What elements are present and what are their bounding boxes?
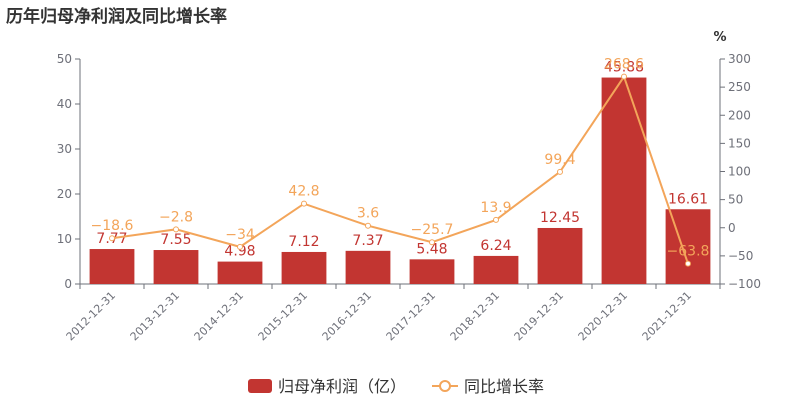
bar-data-label: 5.48 <box>416 241 447 257</box>
legend-bar-label: 归母净利润（亿） <box>278 377 406 396</box>
growth-point <box>301 200 307 207</box>
y-right-tick-label: 150 <box>728 136 751 150</box>
y-left-tick-label: 10 <box>57 232 72 246</box>
growth-data-label: 99.4 <box>544 152 575 168</box>
x-tick-label: 2018-12-31 <box>448 289 502 343</box>
bar-data-label: 4.98 <box>224 244 255 260</box>
bar-data-label: 12.45 <box>540 210 580 226</box>
y-right-tick-label: 100 <box>728 165 751 179</box>
bar <box>345 250 391 284</box>
chart-title: 历年归母净利润及同比增长率 <box>6 7 227 27</box>
y-left-tick-label: 50 <box>57 52 72 66</box>
bar <box>473 255 519 284</box>
growth-data-label: 42.8 <box>288 184 319 200</box>
x-tick-label: 2014-12-31 <box>192 289 246 343</box>
growth-data-label: −18.6 <box>91 218 134 234</box>
bar <box>217 261 263 284</box>
bar <box>153 250 199 284</box>
growth-data-label: −2.8 <box>159 209 193 225</box>
bar <box>537 227 583 284</box>
bar <box>89 249 135 284</box>
y-right-tick-label: 0 <box>728 221 736 235</box>
y-right-tick-label: 50 <box>728 193 743 207</box>
growth-point <box>429 239 435 246</box>
bar-data-label: 45.88 <box>604 60 644 76</box>
x-tick-label: 2016-12-31 <box>320 289 374 343</box>
x-tick-label: 2015-12-31 <box>256 289 310 343</box>
x-tick-label: 2013-12-31 <box>128 289 182 343</box>
growth-point <box>237 243 243 250</box>
y-right-tick-label: 250 <box>728 80 751 94</box>
y-right-tick-label: 300 <box>728 52 751 66</box>
growth-line <box>111 74 689 264</box>
bar-data-label: 16.61 <box>668 191 708 207</box>
bar-data-label: 7.55 <box>160 232 191 248</box>
y-left-tick-label: 40 <box>57 97 72 111</box>
growth-point <box>109 235 115 242</box>
y-right-tick-label: −100 <box>728 277 761 291</box>
growth-point <box>365 222 371 229</box>
growth-data-label: 268.6 <box>604 57 644 73</box>
bar-data-label: 7.12 <box>288 234 319 250</box>
growth-point <box>173 226 179 233</box>
y-right-tick-label: 200 <box>728 108 751 122</box>
x-tick-label: 2012-12-31 <box>64 289 118 343</box>
x-tick-label: 2019-12-31 <box>512 289 566 343</box>
y-left-tick-label: 20 <box>57 187 72 201</box>
bar-data-label: 7.37 <box>352 233 383 249</box>
x-tick-label: 2021-12-31 <box>640 289 694 343</box>
x-tick-label: 2017-12-31 <box>384 289 438 343</box>
y-left-tick-label: 0 <box>64 277 72 291</box>
y-right-tick-label: −50 <box>728 249 753 263</box>
growth-data-label: 3.6 <box>357 206 379 222</box>
bar <box>409 259 455 284</box>
growth-data-label: 13.9 <box>480 200 511 216</box>
legend-bar-swatch <box>248 379 272 393</box>
growth-point <box>493 216 499 223</box>
growth-data-label: −25.7 <box>411 222 454 238</box>
legend-line-label: 同比增长率 <box>464 377 544 396</box>
bar-data-label: 6.24 <box>480 238 511 254</box>
legend-line-marker <box>439 380 451 392</box>
growth-point <box>557 168 563 175</box>
growth-data-label: −63.8 <box>667 244 710 260</box>
bar <box>601 77 647 284</box>
growth-data-label: −34 <box>225 227 255 243</box>
x-tick-label: 2020-12-31 <box>576 289 630 343</box>
bar <box>281 251 327 284</box>
growth-point <box>685 260 691 267</box>
growth-point <box>621 73 627 80</box>
y-left-tick-label: 30 <box>57 142 72 156</box>
y-right-unit-label: % <box>713 30 726 45</box>
